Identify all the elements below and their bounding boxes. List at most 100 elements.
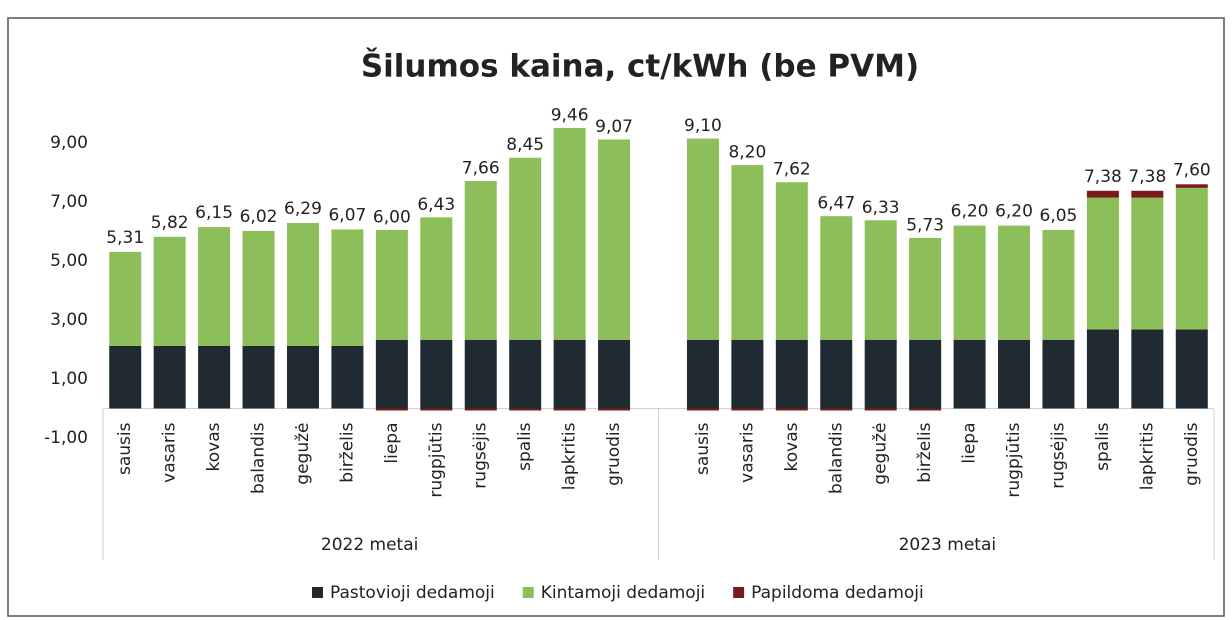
y-tick-label: 9,00 — [50, 133, 88, 153]
bar-segment — [375, 408, 408, 411]
value-label: 6,29 — [284, 199, 322, 219]
bar-segment — [864, 408, 897, 411]
bar-segment — [953, 339, 986, 409]
value-label: 6,47 — [817, 194, 855, 214]
bar-segment — [598, 139, 631, 340]
bar-segment — [820, 216, 853, 340]
bar-segment — [553, 127, 586, 340]
x-tick-label: kovas — [782, 422, 802, 471]
bar-segment — [1086, 197, 1119, 330]
bar-segment — [153, 345, 186, 409]
bar-segment — [420, 217, 453, 340]
bar-segment — [464, 181, 497, 340]
bar-segment — [286, 345, 319, 409]
x-tick-label: kovas — [204, 422, 224, 471]
x-tick-label: sausis — [693, 422, 713, 475]
value-label: 9,46 — [551, 105, 589, 125]
value-label: 5,31 — [106, 228, 144, 248]
bar-segment — [775, 182, 808, 340]
bar-segment — [731, 339, 764, 409]
bar-segment — [331, 229, 364, 346]
y-tick-label: 5,00 — [50, 251, 88, 271]
value-label: 6,15 — [195, 203, 233, 223]
legend-swatch — [733, 587, 745, 598]
value-label: 6,02 — [240, 207, 278, 227]
y-tick-label: 3,00 — [50, 310, 88, 330]
bar-segment — [775, 408, 808, 411]
bar-segment — [909, 237, 942, 340]
legend-swatch — [522, 587, 534, 598]
legend-label: Pastovioji dedamoji — [330, 583, 495, 603]
value-label: 6,05 — [1040, 206, 1078, 226]
bar-segment — [375, 339, 408, 409]
value-label: 7,38 — [1128, 167, 1166, 187]
y-tick-label: 1,00 — [50, 369, 88, 389]
value-label: 9,07 — [595, 117, 633, 137]
bar-segment — [331, 345, 364, 409]
x-tick-label: lapkritis — [560, 422, 580, 490]
x-tick-label: gegužė — [293, 423, 313, 485]
bar-segment — [864, 220, 897, 340]
bar-segment — [953, 225, 986, 340]
x-tick-label: liepa — [382, 423, 402, 464]
legend-label: Kintamoji dedamoji — [541, 583, 705, 603]
x-tick-label: gruodis — [1182, 422, 1202, 485]
bar-segment — [775, 339, 808, 409]
bar-segment — [998, 339, 1031, 409]
x-tick-label: liepa — [960, 423, 980, 464]
bar-segment — [686, 408, 719, 411]
x-tick-label: rugsėjis — [471, 422, 491, 488]
bar-segment — [242, 230, 275, 346]
bar-segment — [1086, 329, 1119, 409]
bar-segment — [242, 345, 275, 409]
bar-segment — [909, 339, 942, 409]
bar-segment — [509, 339, 542, 409]
bar-segment — [909, 408, 942, 411]
legend-label: Papildoma dedamoji — [751, 583, 924, 603]
value-label: 6,07 — [328, 205, 366, 225]
x-tick-label: sausis — [115, 422, 135, 475]
x-tick-label: vasaris — [737, 422, 757, 482]
bar-segment — [153, 236, 186, 346]
value-label: 5,82 — [151, 213, 189, 233]
y-tick-label: 7,00 — [50, 192, 88, 212]
bar-segment — [509, 408, 542, 411]
bar-segment — [598, 339, 631, 409]
bar-segment — [1175, 187, 1208, 330]
x-tick-label: rugpjūtis — [1004, 422, 1024, 497]
x-tick-label: spalis — [515, 422, 535, 471]
x-tick-label: rugpjūtis — [426, 422, 446, 497]
bar-segment — [820, 339, 853, 409]
bar-segment — [420, 408, 453, 411]
x-tick-label: gegužė — [871, 423, 891, 485]
bar-segment — [109, 251, 142, 346]
bar-segment — [731, 408, 764, 411]
bar-segment — [1042, 230, 1075, 340]
bar-segment — [1131, 329, 1164, 409]
x-tick-label: balandis — [826, 422, 846, 494]
x-tick-label: lapkritis — [1137, 422, 1157, 490]
bar-segment — [998, 225, 1031, 340]
y-tick-label: -1,00 — [44, 428, 88, 448]
bar-segment — [286, 222, 319, 346]
bar-segment — [686, 138, 719, 340]
value-label: 9,10 — [684, 116, 722, 136]
bar-segment — [553, 339, 586, 409]
bar-segment — [509, 157, 542, 340]
bar-segment — [109, 345, 142, 409]
x-tick-label: gruodis — [604, 422, 624, 485]
bar-segment — [1086, 190, 1119, 198]
bar-segment — [553, 408, 586, 411]
x-tick-label: balandis — [249, 422, 269, 494]
value-label: 8,20 — [728, 143, 766, 163]
bar-segment — [1131, 197, 1164, 330]
value-label: 7,62 — [773, 160, 811, 180]
bar-segment — [731, 165, 764, 340]
bar-segment — [1042, 339, 1075, 409]
bar-segment — [375, 230, 408, 340]
bar-segment — [198, 345, 231, 409]
bar-segment — [198, 227, 231, 346]
x-tick-label: vasaris — [160, 422, 180, 482]
chart-title: Šilumos kaina, ct/kWh (be PVM) — [361, 48, 919, 85]
legend-swatch — [312, 587, 323, 598]
